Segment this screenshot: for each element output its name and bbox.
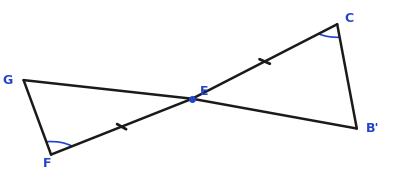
Text: F: F (43, 157, 51, 170)
Text: E: E (200, 85, 208, 98)
Text: C: C (344, 12, 354, 25)
Text: G: G (3, 74, 13, 87)
Text: B': B' (366, 122, 379, 135)
